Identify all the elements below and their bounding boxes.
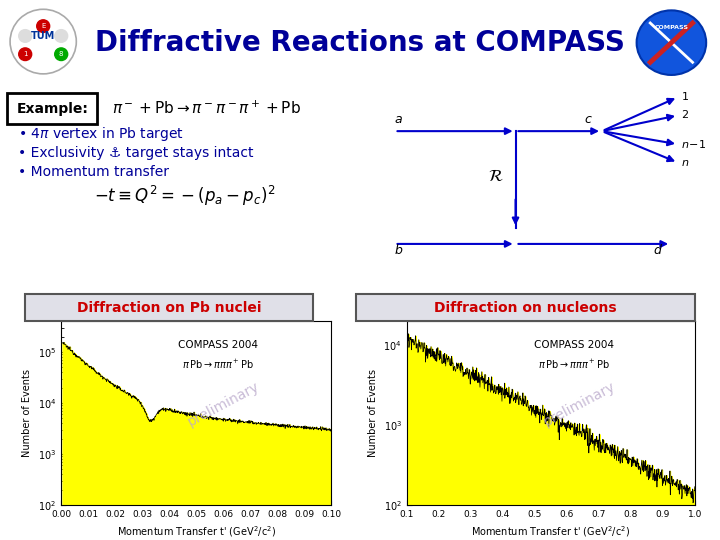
Circle shape — [55, 48, 68, 60]
Text: 1: 1 — [23, 51, 27, 57]
Circle shape — [37, 20, 50, 32]
X-axis label: Momentum Transfer t' (GeV$^2$/c$^2$): Momentum Transfer t' (GeV$^2$/c$^2$) — [472, 524, 630, 539]
Y-axis label: Number of Events: Number of Events — [368, 369, 378, 457]
Text: preliminary: preliminary — [541, 379, 618, 429]
Text: $\pi^- + \mathrm{Pb} \rightarrow \pi^-\pi^-\pi^+ + \mathrm{Pb}$: $\pi^- + \mathrm{Pb} \rightarrow \pi^-\p… — [112, 100, 300, 117]
Text: a: a — [395, 113, 402, 126]
Text: COMPASS 2004: COMPASS 2004 — [178, 340, 258, 350]
Text: • 4$\pi$ vertex in Pb target: • 4$\pi$ vertex in Pb target — [18, 125, 184, 143]
Text: d: d — [654, 245, 662, 258]
Circle shape — [55, 30, 68, 42]
Y-axis label: Number of Events: Number of Events — [22, 369, 32, 457]
Text: $-t \equiv Q^2 = -(p_a - p_c)^2$: $-t \equiv Q^2 = -(p_a - p_c)^2$ — [94, 184, 275, 207]
Text: 8: 8 — [59, 51, 63, 57]
Text: Diffraction on nucleons: Diffraction on nucleons — [434, 301, 617, 315]
Circle shape — [10, 9, 76, 74]
Text: preliminary: preliminary — [185, 379, 261, 429]
Text: TUM: TUM — [31, 31, 55, 41]
Text: 2: 2 — [681, 110, 688, 120]
Text: $n\!-\!1$: $n\!-\!1$ — [681, 138, 706, 150]
Text: b: b — [395, 245, 402, 258]
Text: Diffraction on Pb nuclei: Diffraction on Pb nuclei — [77, 301, 261, 315]
X-axis label: Momentum Transfer t' (GeV$^2$/c$^2$): Momentum Transfer t' (GeV$^2$/c$^2$) — [117, 524, 276, 539]
Text: Diffractive Reactions at COMPASS: Diffractive Reactions at COMPASS — [95, 29, 625, 57]
Circle shape — [19, 30, 32, 42]
Text: Example:: Example: — [17, 102, 89, 116]
Text: COMPASS: COMPASS — [654, 25, 688, 30]
Text: • Exclusivity ⚓ target stays intact: • Exclusivity ⚓ target stays intact — [18, 146, 253, 160]
Circle shape — [19, 48, 32, 60]
Text: • Momentum transfer: • Momentum transfer — [18, 165, 169, 179]
Text: $\pi\,\mathrm{Pb} \rightarrow \pi\pi\pi^+\mathrm{Pb}$: $\pi\,\mathrm{Pb} \rightarrow \pi\pi\pi^… — [182, 358, 253, 371]
Text: $n$: $n$ — [681, 158, 690, 167]
Text: $\mathcal{R}$: $\mathcal{R}$ — [488, 167, 503, 185]
Text: c: c — [585, 113, 592, 126]
Circle shape — [636, 10, 706, 75]
Text: COMPASS 2004: COMPASS 2004 — [534, 340, 614, 350]
Text: E: E — [41, 23, 45, 29]
Text: 1: 1 — [681, 92, 688, 102]
Text: $\pi\,\mathrm{Pb} \rightarrow \pi\pi\pi^+\mathrm{Pb}$: $\pi\,\mathrm{Pb} \rightarrow \pi\pi\pi^… — [538, 358, 610, 371]
